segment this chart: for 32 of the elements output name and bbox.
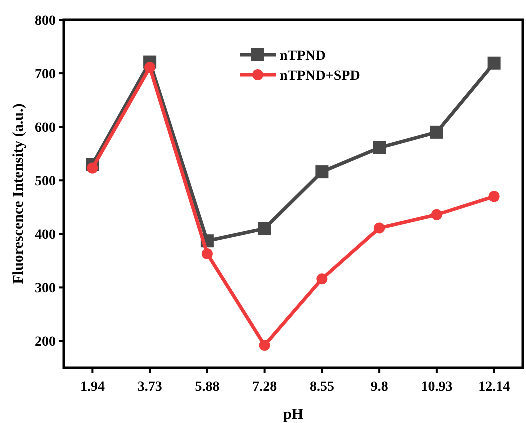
point (374, 222, 386, 234)
x-tick-label: 1.94 (80, 380, 105, 395)
x-tick-label: 7.28 (252, 380, 278, 395)
x-tick-label: 3.73 (138, 380, 162, 395)
x-axis-title: pH (283, 407, 304, 423)
x-tick-label: 12.14 (478, 380, 510, 395)
y-axis-title: Fluorescence Intensity (a.u.) (11, 104, 27, 284)
x-tick-label: 8.55 (310, 380, 334, 395)
legend-label: nTPND (280, 48, 326, 64)
point (488, 191, 500, 202)
x-tick-label: 9.8 (370, 380, 388, 395)
y-tick-label: 600 (35, 120, 56, 136)
point (316, 274, 328, 285)
x-tick-label: 10.93 (421, 380, 453, 395)
point (373, 141, 386, 154)
point (431, 209, 442, 220)
x-tick-label: 5.88 (195, 380, 220, 395)
point (144, 62, 156, 74)
y-tick-label: 200 (35, 335, 56, 350)
point (430, 126, 444, 139)
y-tick-label: 800 (35, 14, 56, 29)
point (488, 56, 501, 70)
point (316, 166, 329, 179)
y-tick-label: 300 (35, 282, 56, 297)
point (259, 340, 270, 352)
y-tick-label: 700 (35, 67, 56, 82)
y-tick-label: 500 (35, 174, 56, 190)
y-tick-label: 400 (35, 228, 56, 244)
legend-label: nTPND+SPD (280, 68, 360, 84)
point (202, 248, 213, 260)
point (258, 222, 272, 236)
point (87, 162, 98, 174)
